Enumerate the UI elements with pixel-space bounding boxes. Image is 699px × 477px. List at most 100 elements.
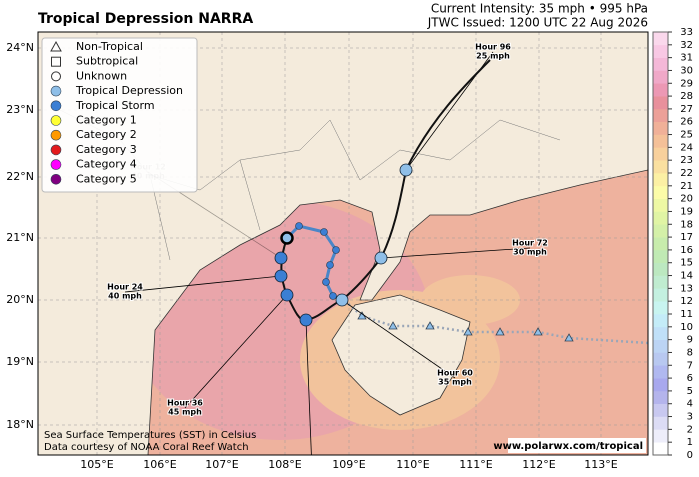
colorbar-label: 5 bbox=[687, 386, 693, 397]
legend-label: Tropical Storm bbox=[75, 99, 155, 112]
colorbar-label: 4 bbox=[687, 399, 693, 410]
colorbar-label: 23 bbox=[680, 155, 693, 166]
colorbar-cell bbox=[653, 44, 668, 58]
leader-line bbox=[380, 247, 531, 259]
colorbar-label: 1 bbox=[687, 437, 693, 448]
lat-label: 24°N bbox=[6, 41, 34, 54]
colorbar-label: 28 bbox=[680, 91, 693, 102]
legend-label: Non-Tropical bbox=[76, 40, 143, 53]
lon-label: 107°E bbox=[205, 458, 238, 471]
colorbar-cell bbox=[653, 237, 668, 251]
colorbar-cell bbox=[653, 314, 668, 328]
colorbar-label: 24 bbox=[680, 142, 693, 153]
colorbar-cell bbox=[653, 365, 668, 379]
legend-symbol bbox=[50, 100, 62, 112]
colorbar-cell bbox=[653, 147, 668, 161]
nontropical-points bbox=[357, 311, 574, 342]
colorbar-label: 14 bbox=[680, 271, 693, 282]
legend-symbol bbox=[50, 129, 62, 141]
colorbar-label: 13 bbox=[680, 283, 693, 294]
legend-label: Category 3 bbox=[76, 143, 137, 156]
legend-label: Category 2 bbox=[76, 128, 137, 141]
colorbar-label: 10 bbox=[680, 322, 693, 333]
map-frame bbox=[37, 31, 649, 456]
issued: JTWC Issued: 1200 UTC 22 Aug 2026 bbox=[427, 16, 648, 30]
colorbar-cell bbox=[653, 160, 668, 174]
colorbar-label: 18 bbox=[680, 219, 693, 230]
lon-label: 111°E bbox=[459, 458, 492, 471]
colorbar-label: 12 bbox=[680, 296, 693, 307]
colorbar-cell bbox=[653, 403, 668, 417]
colorbar-cell bbox=[653, 121, 668, 135]
colorbar-cell bbox=[653, 173, 668, 187]
lat-label: 21°N bbox=[6, 231, 34, 244]
colorbar-cell bbox=[653, 198, 668, 212]
colorbar-cell bbox=[653, 352, 668, 366]
colorbar-label: 19 bbox=[680, 206, 693, 217]
lon-label: 109°E bbox=[332, 458, 365, 471]
colorbar-label: 2 bbox=[687, 424, 693, 435]
axes: 24°N 23°N 22°N 21°N 20°N 19°N 18°N 105°E 106°E 10… bbox=[6, 41, 618, 471]
colorbar-cell bbox=[653, 301, 668, 315]
legend-label: Category 4 bbox=[76, 158, 137, 171]
forecast-wind: 40 mph bbox=[108, 292, 142, 301]
website: www.polarwx.com/tropical bbox=[493, 441, 643, 452]
colorbar-cell bbox=[653, 134, 668, 148]
colorbar-label: 16 bbox=[680, 245, 693, 256]
forecast-hour: Hour 72 bbox=[512, 239, 548, 248]
legend-label: Unknown bbox=[76, 69, 127, 82]
colorbar-cell bbox=[653, 390, 668, 405]
forecast-hour: Hour 96 bbox=[475, 43, 511, 52]
colorbar-cell bbox=[653, 416, 668, 430]
legend-box bbox=[41, 37, 198, 193]
forecast-wind: 25 mph bbox=[476, 52, 510, 61]
leader-line bbox=[124, 275, 282, 293]
forecast-hour: Hour 36 bbox=[167, 399, 203, 408]
colorbar-cell bbox=[653, 262, 668, 276]
legend-label: Tropical Depression bbox=[75, 84, 183, 97]
lat-label: 23°N bbox=[6, 103, 34, 116]
hainan bbox=[331, 294, 471, 416]
lon-label: 113°E bbox=[584, 458, 617, 471]
leader-line bbox=[341, 299, 456, 379]
lat-label: 19°N bbox=[6, 355, 34, 368]
colorbar-cell bbox=[653, 57, 668, 71]
colorbar-cell bbox=[653, 339, 668, 353]
current-position bbox=[280, 231, 294, 245]
credit: Data courtesy of NOAA Coral Reef Watch bbox=[44, 442, 249, 453]
colorbar-label: 3 bbox=[687, 412, 693, 423]
forecast-hour: Hour 60 bbox=[437, 369, 473, 378]
lat-label: 18°N bbox=[6, 418, 34, 431]
legend-symbol bbox=[50, 174, 62, 185]
lon-label: 108°E bbox=[268, 458, 301, 471]
colorbar-cell bbox=[653, 32, 668, 46]
colorbar-label: 25 bbox=[680, 130, 693, 141]
colorbar-cell bbox=[653, 275, 668, 289]
forecast-wind: 35 mph bbox=[438, 378, 472, 387]
website-box bbox=[508, 438, 646, 453]
forecast-points bbox=[274, 163, 413, 327]
leader-line bbox=[184, 294, 288, 409]
credit: Sea Surface Temperatures (SST) in Celsiu… bbox=[44, 430, 256, 441]
legend-label: Subtropical bbox=[76, 55, 138, 68]
title: Tropical Depression NARRA bbox=[38, 11, 253, 27]
borders bbox=[59, 109, 561, 261]
lat-label: 20°N bbox=[6, 293, 34, 306]
colorbar-cell bbox=[653, 224, 668, 238]
forecast-wind: 45 mph bbox=[168, 408, 202, 417]
legend-symbol bbox=[51, 56, 61, 67]
colorbar-label: 31 bbox=[680, 53, 693, 64]
legend-label: Category 5 bbox=[76, 172, 137, 185]
lon-label: 106°E bbox=[143, 458, 176, 471]
colorbar-cell bbox=[653, 108, 668, 123]
lon-label: 110°E bbox=[396, 458, 429, 471]
colorbar-label: 17 bbox=[680, 232, 693, 243]
legend-symbol bbox=[50, 85, 62, 97]
colorbar-label: 26 bbox=[680, 117, 693, 128]
intensity: Current Intensity: 35 mph • 995 hPa bbox=[431, 2, 648, 16]
colorbar-cell bbox=[653, 70, 668, 84]
forecast-hour: Hour 24 bbox=[107, 283, 143, 292]
legend-symbol bbox=[50, 115, 62, 126]
colorbar-cell bbox=[653, 442, 668, 456]
colorbar-label: 6 bbox=[687, 373, 693, 384]
